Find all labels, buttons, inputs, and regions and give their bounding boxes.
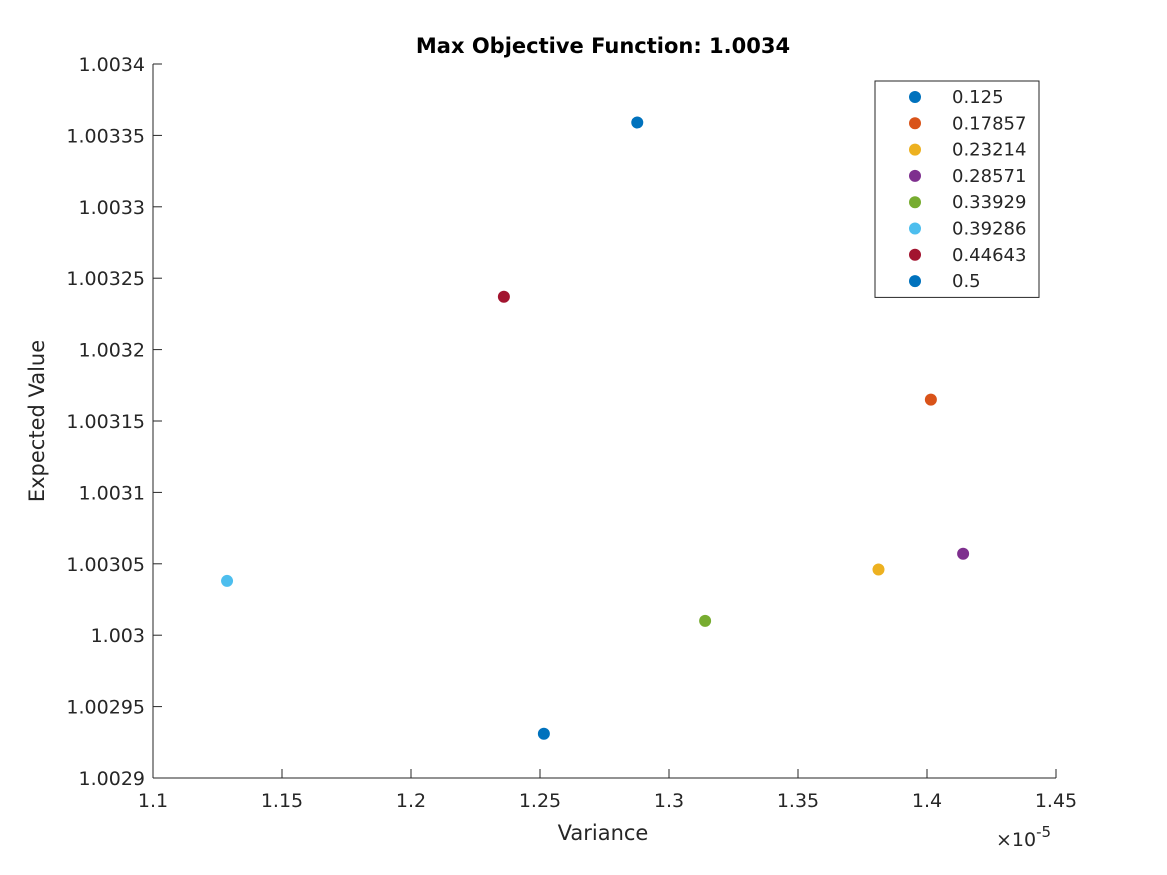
y-axis-label: Expected Value xyxy=(25,340,49,502)
y-axis-ticks: 1.0029 1.00295 1.003 1.00305 1.0031 1.00315 1.… xyxy=(66,54,162,790)
legend-entry-label: 0.5 xyxy=(952,271,981,292)
legend-entry-label: 0.33929 xyxy=(952,192,1026,213)
legend-marker xyxy=(909,275,921,288)
x-axis-ticks: 1.1 1.15 1.2 1.25 1.3 1.35 1.4 1.45 xyxy=(138,769,1077,812)
x-axis-exponent: ×10-5 xyxy=(996,823,1051,851)
legend-entry-label: 0.23214 xyxy=(952,140,1026,161)
y-tick-label: 1.00305 xyxy=(66,554,145,576)
y-tick-label: 1.0033 xyxy=(79,197,145,219)
y-tick-label: 1.003 xyxy=(91,625,145,647)
y-tick-label: 1.0032 xyxy=(79,340,145,362)
x-tick-label: 1.2 xyxy=(396,790,426,812)
legend-box xyxy=(874,80,1040,298)
y-tick-label: 1.00295 xyxy=(66,697,145,719)
x-tick-label: 1.4 xyxy=(912,790,942,812)
data-point xyxy=(872,563,885,576)
legend-marker xyxy=(909,222,921,235)
legend-marker xyxy=(909,169,921,182)
x-axis-label: Variance xyxy=(558,821,649,845)
legend-entry-label: 0.44643 xyxy=(952,245,1026,266)
legend: 0.125 0.17857 0.23214 0.28571 0.33929 0.39286… xyxy=(874,80,1040,298)
x-tick-label: 1.45 xyxy=(1035,790,1077,812)
legend-marker xyxy=(909,117,921,130)
legend-entry-label: 0.125 xyxy=(952,87,1004,108)
y-tick-label: 1.0029 xyxy=(79,768,145,790)
y-tick-label: 1.00325 xyxy=(66,268,145,290)
y-tick-label: 1.00315 xyxy=(66,411,145,433)
x-tick-label: 1.25 xyxy=(519,790,561,812)
x-tick-label: 1.1 xyxy=(138,790,168,812)
legend-entry-label: 0.17857 xyxy=(952,113,1026,134)
y-tick-label: 1.0034 xyxy=(79,54,145,76)
data-point xyxy=(924,393,937,406)
chart-title: Max Objective Function: 1.0034 xyxy=(416,34,790,58)
data-points xyxy=(221,116,970,740)
legend-marker xyxy=(909,196,921,209)
x-axis-exponent-power: -5 xyxy=(1036,823,1051,841)
data-point xyxy=(497,290,510,303)
x-tick-label: 1.3 xyxy=(654,790,684,812)
y-tick-label: 1.0031 xyxy=(79,482,145,504)
x-axis-exponent-base: ×10 xyxy=(996,829,1036,851)
x-tick-label: 1.15 xyxy=(261,790,303,812)
legend-marker xyxy=(909,248,921,261)
y-tick-label: 1.00335 xyxy=(66,125,145,147)
legend-entry-label: 0.28571 xyxy=(952,166,1026,187)
x-tick-label: 1.35 xyxy=(777,790,819,812)
data-point xyxy=(537,727,550,740)
data-point xyxy=(631,116,644,129)
legend-marker xyxy=(909,91,921,103)
data-point xyxy=(221,574,234,587)
data-point xyxy=(699,614,712,627)
data-point xyxy=(957,547,970,560)
legend-entry-label: 0.39286 xyxy=(952,219,1026,240)
legend-marker xyxy=(909,143,921,156)
